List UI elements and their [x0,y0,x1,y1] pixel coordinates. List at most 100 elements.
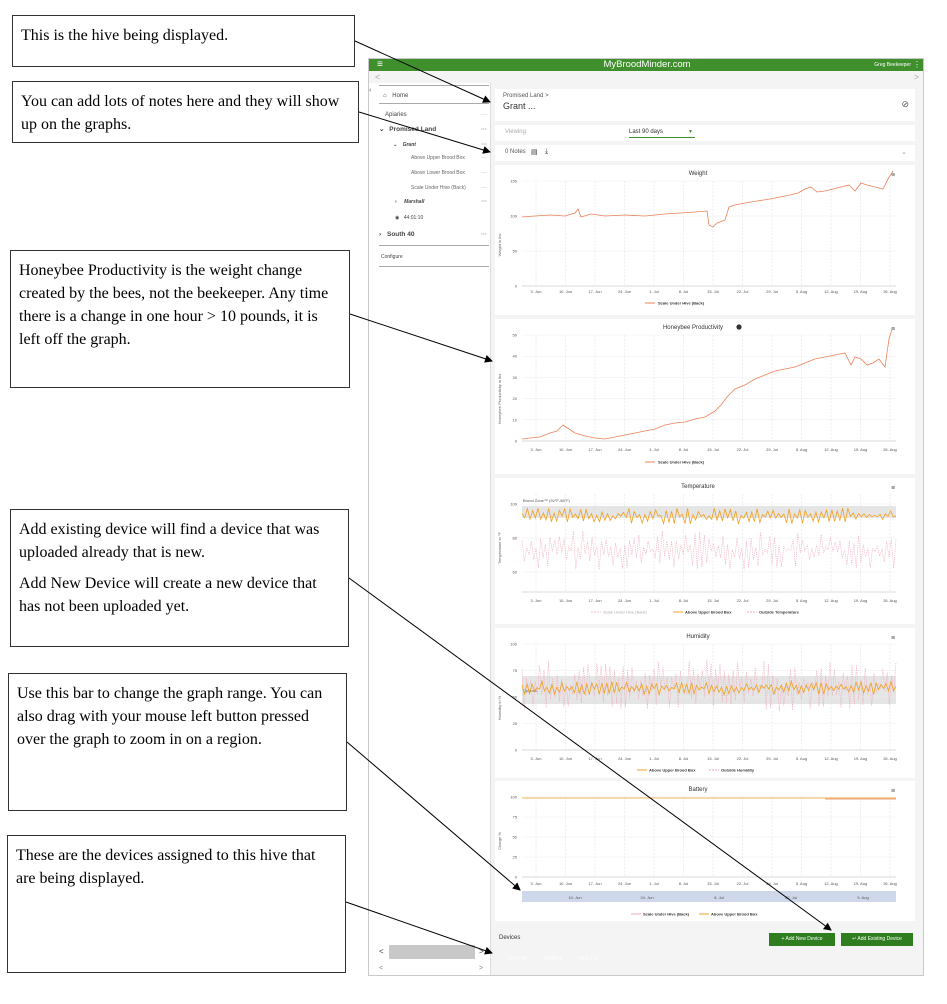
sidebar-item-device[interactable]: Above Upper Brood Box ··· [411,152,491,164]
download-icon[interactable]: ⤓ [545,148,549,155]
productivity-chart[interactable]: Honeybee Productivity ≡ Honeybee Product… [495,319,915,474]
more-icon[interactable]: ··· [481,170,487,176]
x-tick-label: 26. Aug [883,289,897,294]
device-chip[interactable]: 42:08:5F [543,956,563,962]
legend-item[interactable]: Above Upper Brood Box [649,768,696,773]
chevron-down-icon[interactable]: ⌄ [393,142,398,148]
range-select[interactable]: Last 90 days ▼ [629,127,695,138]
band-label: Brood Zone™ (92°F-98°F) [523,498,571,503]
legend-item[interactable]: Above Upper Brood Box [711,912,758,917]
battery-chart[interactable]: Battery ≡ Charge % 100 75 50 25 0 3. Jun 10. … [495,781,915,921]
sidebar-collapse-icon[interactable]: ‹ [369,87,372,94]
notes-bar[interactable]: 0 Notes ▤ ⤓ ⌄ [495,145,915,161]
sidebar-item-device[interactable]: Scale Under Hive (Back) ··· [411,182,491,194]
x-tick-label: 3. Jun [531,447,542,452]
x-tick-label: 24. Jun [618,447,631,452]
sidebar-item-apiaries[interactable]: Apiaries ··· [385,109,491,121]
hamburger-icon[interactable]: ≡ [377,59,383,70]
sidebar-item-promised-land[interactable]: ⌄ Promised Land ··· [379,124,491,136]
x-tick-label: 1. Jul [649,756,659,761]
link-icon: ↵ [852,936,858,942]
add-existing-device-button[interactable]: ↵ Add Existing Device [841,933,913,946]
breadcrumb[interactable]: Promised Land > [503,93,549,99]
more-icon[interactable]: ··· [481,199,487,205]
device-chip[interactable]: 42:06:54 [507,956,527,962]
sidebar: ‹ ⌂ Home Apiaries ··· ⌄ Promised Land ··… [369,83,491,975]
app-window: ≡ MyBroodMinder.com Greg Beekeeper ⋮ < >… [368,58,924,976]
callout-range-bar: Use this bar to change the graph range. … [8,673,347,811]
sidebar-item-device[interactable]: Above Lower Brood Box ··· [411,167,491,179]
chevron-right-icon[interactable]: › [395,199,397,205]
nav-forward-icon[interactable]: > [913,72,919,82]
chart-menu-icon[interactable]: ≡ [891,326,895,333]
sidebar-item-label: Configure [381,254,403,260]
legend-item[interactable]: Scale Under Hive (Back) [643,912,690,917]
status-icon[interactable]: ⊘ [901,99,909,109]
sidebar-item-label: South 40 [386,231,415,238]
callout-text: Use this bar to change the graph range. … [17,685,323,748]
chart-menu-icon[interactable]: ≡ [891,788,895,795]
chevron-down-icon[interactable]: ⌄ [379,126,385,133]
chart-menu-icon[interactable]: ≡ [891,172,895,179]
weight-chart[interactable]: Weight ≡ Weight in lbs 150 100 50 0 3. Jun 1… [495,165,915,315]
kebab-menu-icon[interactable]: ⋮ [913,60,921,69]
y-tick-label: 100 [510,795,517,800]
x-tick-label: 24. Jun [618,756,631,761]
x-tick-label: 19. Aug [854,756,868,761]
user-name[interactable]: Greg Beekeeper [874,62,911,68]
sidebar-item-south-40[interactable]: › South 40 ··· [379,229,491,241]
x-tick-label: 26. Aug [883,881,897,886]
more-icon[interactable]: ··· [481,112,487,118]
legend-item[interactable]: Scale Under Hive (Back) [658,301,705,306]
range-navigator[interactable] [522,891,896,902]
sidebar-item-marshall[interactable]: › Marshall ··· [395,196,491,208]
callout-devices: These are the devices assigned to this h… [7,835,346,973]
x-tick-label: 10. Jun [559,598,572,603]
x-tick-label: 29. Jul [766,447,778,452]
legend-item[interactable]: Scale Under Hive (Back) [658,460,705,465]
arrow [354,40,491,103]
callout-text: Honeybee Productivity is the weight chan… [19,262,329,348]
x-tick-label: 5. Aug [796,289,807,294]
legend-item[interactable]: Outside Humidity [721,768,755,773]
nav-back-icon[interactable]: < [375,72,381,82]
scroll-right-icon[interactable]: > [479,965,484,972]
legend-item[interactable]: Outside Temperature [759,610,800,615]
x-tick-label: 10. Jun [559,756,572,761]
chart-menu-icon[interactable]: ≡ [891,635,895,642]
sidebar-item-configure[interactable]: Configure [381,251,503,263]
legend-item[interactable]: Above Upper Brood Box [685,610,732,615]
more-icon[interactable]: ··· [481,142,487,148]
humidity-chart[interactable]: Humidity ≡ Humidity in % Optimal 100 75 50… [495,628,915,778]
brand-title[interactable]: MyBroodMinder.com [603,59,691,70]
scroll-left-icon[interactable]: < [379,947,384,956]
y-tick-label: 0 [515,748,518,753]
callout-productivity: Honeybee Productivity is the weight chan… [10,250,350,388]
document-icon[interactable]: ▤ [531,149,538,156]
sidebar-item-home[interactable]: ⌂ Home [383,90,505,102]
info-icon[interactable] [736,324,742,330]
more-icon[interactable]: ··· [481,127,487,133]
x-tick-label: 8. Jul [679,289,689,294]
sidebar-item-hub[interactable]: ◉ 44:01:10 [395,212,491,224]
device-chip[interactable]: 43:E0:17 [578,956,600,962]
range-select-value: Last 90 days [629,129,664,135]
legend-item[interactable]: Scale Under Hive (Back) [603,610,647,615]
hive-title[interactable]: Grant ... [503,101,536,111]
temperature-chart[interactable]: Temperature ≡ Temperature in °F Brood Zo… [495,478,915,624]
chart-menu-icon[interactable]: ≡ [891,485,895,492]
sidebar-item-grant[interactable]: ⌄ Grant ··· [393,139,491,151]
x-tick-label: 1. Jul [649,881,659,886]
scroll-right-icon[interactable]: > [479,947,484,956]
x-tick-label: 26. Aug [883,756,897,761]
add-new-device-button[interactable]: + Add New Device [769,933,835,946]
sidebar-item-label: 44:01:10 [403,215,424,221]
more-icon[interactable]: ··· [481,232,487,238]
scroll-left-icon[interactable]: < [379,965,384,972]
sidebar-scrollbar[interactable] [389,945,475,959]
more-icon[interactable]: ··· [481,155,487,161]
chevron-right-icon[interactable]: › [379,231,382,238]
more-icon[interactable]: ··· [481,185,487,191]
expand-icon[interactable]: ⌄ [901,149,907,156]
